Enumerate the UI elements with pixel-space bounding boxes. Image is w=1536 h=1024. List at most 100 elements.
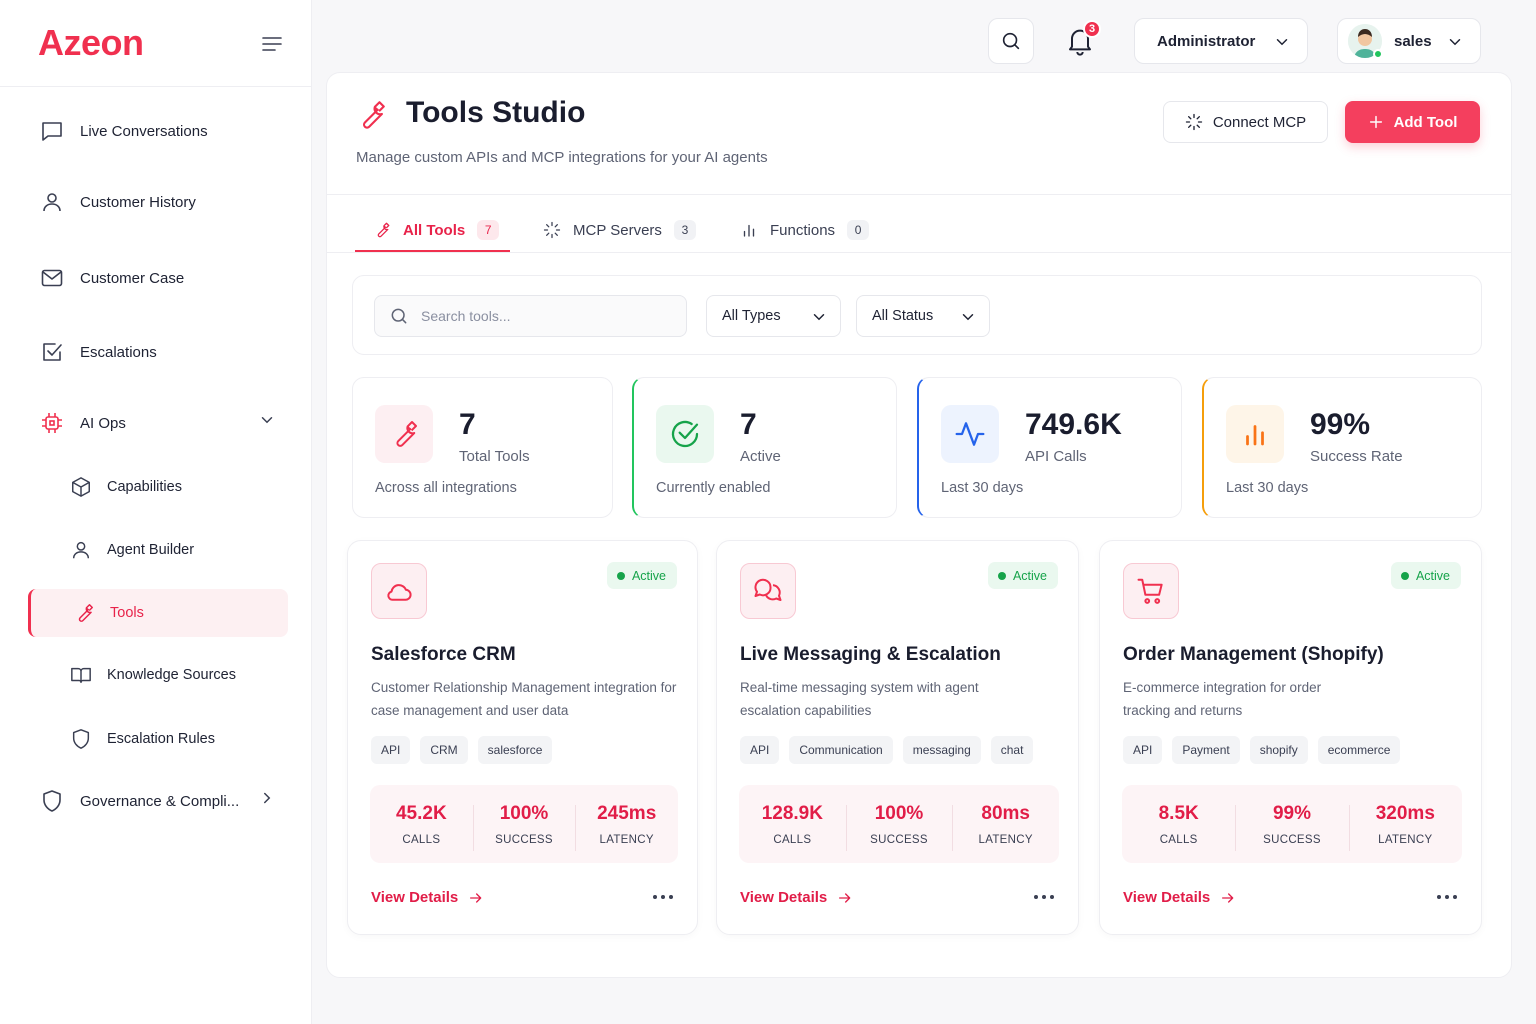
sidebar: Azeon Live Conversations Customer Histor…: [0, 0, 312, 1024]
chevron-right-icon[interactable]: [258, 789, 276, 807]
metric-label: CALLS: [773, 833, 812, 846]
tool-description-line: tracking and returns: [1123, 703, 1243, 718]
sidebar-item-label: Live Conversations: [80, 122, 208, 140]
page-subtitle: Manage custom APIs and MCP integrations …: [356, 149, 768, 166]
sidebar-item-escalation-rules[interactable]: Escalation Rules: [28, 715, 288, 763]
wrench-icon: [373, 221, 403, 239]
sidebar-item-governance[interactable]: Governance & Compli...: [28, 777, 288, 825]
more-options-icon[interactable]: [653, 895, 673, 899]
stat-value: 749.6K: [1025, 408, 1122, 441]
sidebar-item-live-conversations[interactable]: Live Conversations: [28, 107, 288, 155]
metric-latency: 80ms LATENCY: [952, 803, 1059, 851]
stat-note: Last 30 days: [1226, 480, 1309, 496]
connect-mcp-button[interactable]: Connect MCP: [1163, 101, 1328, 143]
sidebar-item-capabilities[interactable]: Capabilities: [28, 463, 288, 511]
connect-mcp-label: Connect MCP: [1212, 113, 1307, 131]
tab-all-tools[interactable]: All Tools 7: [373, 208, 500, 252]
stat-note: Currently enabled: [656, 480, 771, 496]
status-label: Active: [631, 568, 666, 583]
sidebar-item-label: Escalations: [80, 343, 157, 361]
activity-icon: [941, 405, 999, 463]
stat-card-success-rate: 99% Success Rate Last 30 days: [1202, 377, 1482, 518]
wrench-icon: [354, 98, 388, 132]
user-menu[interactable]: sales: [1337, 18, 1481, 64]
sidebar-item-tools[interactable]: Tools: [28, 589, 288, 637]
sidebar-item-label: Knowledge Sources: [107, 667, 236, 683]
sidebar-item-knowledge-sources[interactable]: Knowledge Sources: [28, 651, 288, 699]
stat-note: Across all integrations: [375, 480, 517, 496]
tag: shopify: [1249, 736, 1308, 764]
status-select-value: All Status: [872, 308, 934, 324]
tool-description-line: escalation capabilities: [740, 703, 872, 718]
tool-card-live-messaging[interactable]: Active Live Messaging & Escalation Real-…: [716, 540, 1079, 935]
status-label: Active: [1415, 568, 1450, 583]
metric-success: 100% SUCCESS: [845, 802, 953, 851]
stat-value: 7: [740, 408, 757, 441]
tool-card-salesforce[interactable]: Active Salesforce CRM Customer Relations…: [347, 540, 698, 935]
loader-icon: [1185, 113, 1213, 131]
tool-card-order-management[interactable]: Active Order Management (Shopify) E-comm…: [1099, 540, 1482, 935]
metric-value: 100%: [874, 802, 924, 824]
stat-label: API Calls: [1025, 448, 1087, 465]
tab-label: All Tools: [403, 221, 466, 239]
book-icon: [70, 664, 92, 686]
view-details-label: View Details: [371, 889, 459, 906]
user-name: sales: [1394, 32, 1432, 50]
tool-metrics: 8.5K CALLS 99% SUCCESS 320ms LATENCY: [1122, 785, 1462, 863]
tag: API: [740, 736, 780, 764]
sidebar-item-label: Governance & Compli...: [80, 792, 240, 810]
tool-tags: API Payment shopify ecommerce: [1123, 736, 1401, 764]
search-input[interactable]: [421, 308, 661, 324]
user-icon: [40, 190, 64, 214]
menu-icon[interactable]: [260, 32, 284, 56]
view-details-link[interactable]: View Details: [371, 889, 484, 906]
tab-mcp-servers[interactable]: MCP Servers 3: [543, 208, 696, 252]
tool-description-line: Real-time messaging system with agent: [740, 680, 979, 695]
tag: API: [371, 736, 411, 764]
metric-value: 45.2K: [395, 802, 447, 824]
metric-value: 8.5K: [1158, 802, 1199, 824]
add-tool-label: Add Tool: [1393, 113, 1458, 131]
metric-value: 99%: [1272, 802, 1311, 824]
tool-name: Live Messaging & Escalation: [740, 644, 1001, 665]
tab-functions[interactable]: Functions 0: [740, 208, 870, 252]
tab-count: 7: [477, 220, 500, 240]
metric-success: 99% SUCCESS: [1235, 802, 1348, 851]
type-select-value: All Types: [722, 308, 781, 324]
status-badge: Active: [1390, 562, 1461, 589]
more-options-icon[interactable]: [1437, 895, 1457, 899]
chevron-down-icon: [810, 308, 828, 326]
metric-label: LATENCY: [1378, 833, 1433, 846]
type-select[interactable]: All Types: [706, 295, 841, 337]
bar-chart-icon: [1226, 405, 1284, 463]
status-badge: Active: [606, 562, 677, 589]
view-details-label: View Details: [1123, 889, 1211, 906]
tool-name: Salesforce CRM: [371, 644, 516, 665]
sidebar-item-agent-builder[interactable]: Agent Builder: [28, 526, 288, 574]
sidebar-item-ai-ops[interactable]: AI Ops: [28, 399, 288, 447]
tag: salesforce: [477, 736, 553, 764]
tag: API: [1123, 736, 1163, 764]
bar-chart-icon: [740, 221, 770, 239]
arrow-right-icon: [458, 890, 484, 906]
global-search-button[interactable]: [988, 18, 1034, 64]
sidebar-item-customer-case[interactable]: Customer Case: [28, 254, 288, 302]
add-tool-button[interactable]: Add Tool: [1345, 101, 1480, 143]
more-options-icon[interactable]: [1034, 895, 1054, 899]
plus-icon: [1368, 114, 1394, 130]
sidebar-item-label: Customer Case: [80, 269, 185, 287]
view-details-link[interactable]: View Details: [740, 889, 853, 906]
brand-logo[interactable]: Azeon: [38, 22, 144, 63]
sidebar-item-customer-history[interactable]: Customer History: [28, 178, 288, 226]
view-details-link[interactable]: View Details: [1123, 889, 1236, 906]
status-select[interactable]: All Status: [856, 295, 990, 337]
tool-description: Real-time messaging system with agent es…: [740, 676, 979, 722]
sidebar-item-label: Capabilities: [107, 479, 182, 495]
chevron-down-icon[interactable]: [258, 411, 276, 429]
sidebar-item-escalations[interactable]: Escalations: [28, 328, 288, 376]
role-select[interactable]: Administrator: [1134, 18, 1308, 64]
status-dot: [997, 571, 1006, 580]
search-field[interactable]: [374, 295, 687, 337]
tool-description: Customer Relationship Management integra…: [371, 676, 676, 722]
tool-tags: API CRM salesforce: [371, 736, 553, 764]
